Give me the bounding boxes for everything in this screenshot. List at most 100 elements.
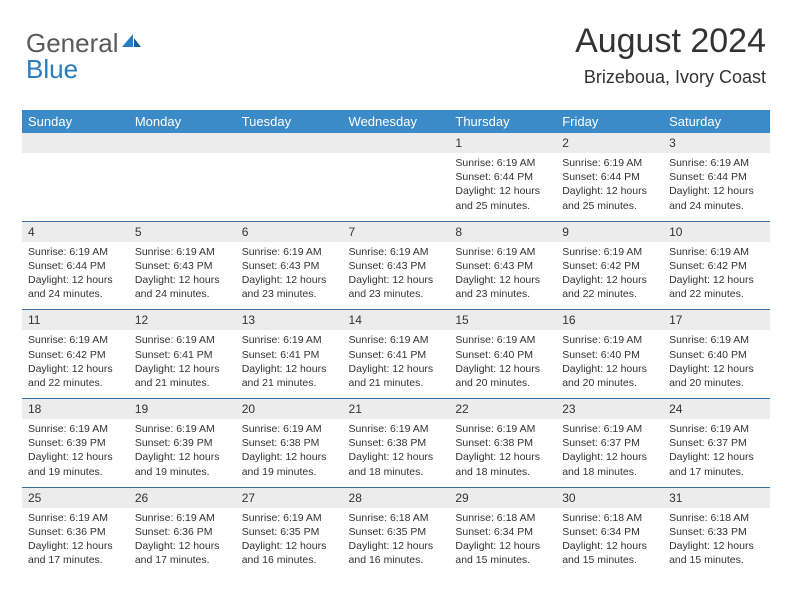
daynum-row: 18192021222324 xyxy=(22,399,770,420)
day-number: 6 xyxy=(236,221,343,242)
day-number: 23 xyxy=(556,399,663,420)
daynum-row: 123 xyxy=(22,133,770,153)
daynum-row: 11121314151617 xyxy=(22,310,770,331)
daylight-text-1: Daylight: 12 hours xyxy=(28,362,123,376)
page-title: August 2024 xyxy=(575,22,766,61)
daylight-text-1: Daylight: 12 hours xyxy=(135,362,230,376)
sunrise-text: Sunrise: 6:18 AM xyxy=(669,511,764,525)
header-right: August 2024 Brizeboua, Ivory Coast xyxy=(575,22,766,88)
sunrise-text: Sunrise: 6:19 AM xyxy=(135,511,230,525)
day-detail: Sunrise: 6:19 AMSunset: 6:38 PMDaylight:… xyxy=(236,419,343,487)
sunset-text: Sunset: 6:43 PM xyxy=(349,259,444,273)
daylight-text-1: Daylight: 12 hours xyxy=(562,273,657,287)
day-detail: Sunrise: 6:19 AMSunset: 6:39 PMDaylight:… xyxy=(129,419,236,487)
day-detail xyxy=(343,153,450,221)
daylight-text-2: and 15 minutes. xyxy=(455,553,550,567)
sunrise-text: Sunrise: 6:19 AM xyxy=(669,245,764,259)
day-detail: Sunrise: 6:19 AMSunset: 6:36 PMDaylight:… xyxy=(129,508,236,576)
daylight-text-2: and 17 minutes. xyxy=(135,553,230,567)
daylight-text-1: Daylight: 12 hours xyxy=(349,273,444,287)
daylight-text-1: Daylight: 12 hours xyxy=(242,362,337,376)
daylight-text-1: Daylight: 12 hours xyxy=(28,539,123,553)
daylight-text-2: and 17 minutes. xyxy=(28,553,123,567)
daylight-text-2: and 23 minutes. xyxy=(349,287,444,301)
daylight-text-2: and 22 minutes. xyxy=(562,287,657,301)
sunset-text: Sunset: 6:44 PM xyxy=(669,170,764,184)
day-number: 20 xyxy=(236,399,343,420)
day-number: 31 xyxy=(663,487,770,508)
daylight-text-1: Daylight: 12 hours xyxy=(242,273,337,287)
day-detail: Sunrise: 6:18 AMSunset: 6:33 PMDaylight:… xyxy=(663,508,770,576)
day-detail: Sunrise: 6:19 AMSunset: 6:41 PMDaylight:… xyxy=(236,330,343,398)
daylight-text-1: Daylight: 12 hours xyxy=(455,450,550,464)
day-number: 4 xyxy=(22,221,129,242)
day-number: 13 xyxy=(236,310,343,331)
daylight-text-2: and 18 minutes. xyxy=(455,465,550,479)
day-detail xyxy=(129,153,236,221)
day-detail: Sunrise: 6:19 AMSunset: 6:43 PMDaylight:… xyxy=(236,242,343,310)
detail-row: Sunrise: 6:19 AMSunset: 6:44 PMDaylight:… xyxy=(22,153,770,221)
sunset-text: Sunset: 6:34 PM xyxy=(455,525,550,539)
day-number: 7 xyxy=(343,221,450,242)
sunrise-text: Sunrise: 6:19 AM xyxy=(135,333,230,347)
daylight-text-1: Daylight: 12 hours xyxy=(669,539,764,553)
day-detail: Sunrise: 6:19 AMSunset: 6:43 PMDaylight:… xyxy=(343,242,450,310)
day-number: 21 xyxy=(343,399,450,420)
daylight-text-2: and 23 minutes. xyxy=(242,287,337,301)
day-number: 11 xyxy=(22,310,129,331)
sunset-text: Sunset: 6:44 PM xyxy=(28,259,123,273)
day-detail xyxy=(236,153,343,221)
daylight-text-1: Daylight: 12 hours xyxy=(455,539,550,553)
location-subtitle: Brizeboua, Ivory Coast xyxy=(575,67,766,88)
weekday-header: Monday xyxy=(129,110,236,133)
sunset-text: Sunset: 6:42 PM xyxy=(669,259,764,273)
sunrise-text: Sunrise: 6:19 AM xyxy=(349,422,444,436)
sunrise-text: Sunrise: 6:19 AM xyxy=(455,333,550,347)
day-number: 9 xyxy=(556,221,663,242)
daylight-text-2: and 19 minutes. xyxy=(28,465,123,479)
sunset-text: Sunset: 6:38 PM xyxy=(349,436,444,450)
day-detail: Sunrise: 6:19 AMSunset: 6:40 PMDaylight:… xyxy=(449,330,556,398)
daylight-text-1: Daylight: 12 hours xyxy=(349,362,444,376)
sunrise-text: Sunrise: 6:19 AM xyxy=(242,422,337,436)
daylight-text-2: and 21 minutes. xyxy=(242,376,337,390)
daylight-text-2: and 24 minutes. xyxy=(135,287,230,301)
daylight-text-1: Daylight: 12 hours xyxy=(349,450,444,464)
day-detail xyxy=(22,153,129,221)
day-number: 2 xyxy=(556,133,663,153)
daylight-text-2: and 20 minutes. xyxy=(562,376,657,390)
sunset-text: Sunset: 6:37 PM xyxy=(669,436,764,450)
sunset-text: Sunset: 6:40 PM xyxy=(669,348,764,362)
sunrise-text: Sunrise: 6:19 AM xyxy=(349,245,444,259)
sunrise-text: Sunrise: 6:18 AM xyxy=(349,511,444,525)
sunrise-text: Sunrise: 6:19 AM xyxy=(242,511,337,525)
day-detail: Sunrise: 6:19 AMSunset: 6:36 PMDaylight:… xyxy=(22,508,129,576)
sunset-text: Sunset: 6:41 PM xyxy=(135,348,230,362)
day-number: 16 xyxy=(556,310,663,331)
weekday-header: Wednesday xyxy=(343,110,450,133)
weekday-header-row: Sunday Monday Tuesday Wednesday Thursday… xyxy=(22,110,770,133)
daylight-text-1: Daylight: 12 hours xyxy=(562,362,657,376)
daylight-text-1: Daylight: 12 hours xyxy=(242,539,337,553)
daylight-text-2: and 21 minutes. xyxy=(349,376,444,390)
brand-blue: Blue xyxy=(26,54,78,84)
day-number: 8 xyxy=(449,221,556,242)
day-number: 3 xyxy=(663,133,770,153)
day-number xyxy=(236,133,343,153)
day-detail: Sunrise: 6:19 AMSunset: 6:40 PMDaylight:… xyxy=(556,330,663,398)
weekday-header: Thursday xyxy=(449,110,556,133)
sunrise-text: Sunrise: 6:19 AM xyxy=(562,422,657,436)
day-number xyxy=(22,133,129,153)
day-number: 22 xyxy=(449,399,556,420)
sunrise-text: Sunrise: 6:19 AM xyxy=(242,245,337,259)
day-detail: Sunrise: 6:19 AMSunset: 6:44 PMDaylight:… xyxy=(556,153,663,221)
day-detail: Sunrise: 6:19 AMSunset: 6:35 PMDaylight:… xyxy=(236,508,343,576)
sunrise-text: Sunrise: 6:19 AM xyxy=(562,245,657,259)
daylight-text-2: and 18 minutes. xyxy=(349,465,444,479)
sunrise-text: Sunrise: 6:19 AM xyxy=(349,333,444,347)
day-number: 5 xyxy=(129,221,236,242)
day-detail: Sunrise: 6:19 AMSunset: 6:38 PMDaylight:… xyxy=(449,419,556,487)
day-detail: Sunrise: 6:19 AMSunset: 6:41 PMDaylight:… xyxy=(129,330,236,398)
day-number: 12 xyxy=(129,310,236,331)
day-detail: Sunrise: 6:19 AMSunset: 6:44 PMDaylight:… xyxy=(663,153,770,221)
